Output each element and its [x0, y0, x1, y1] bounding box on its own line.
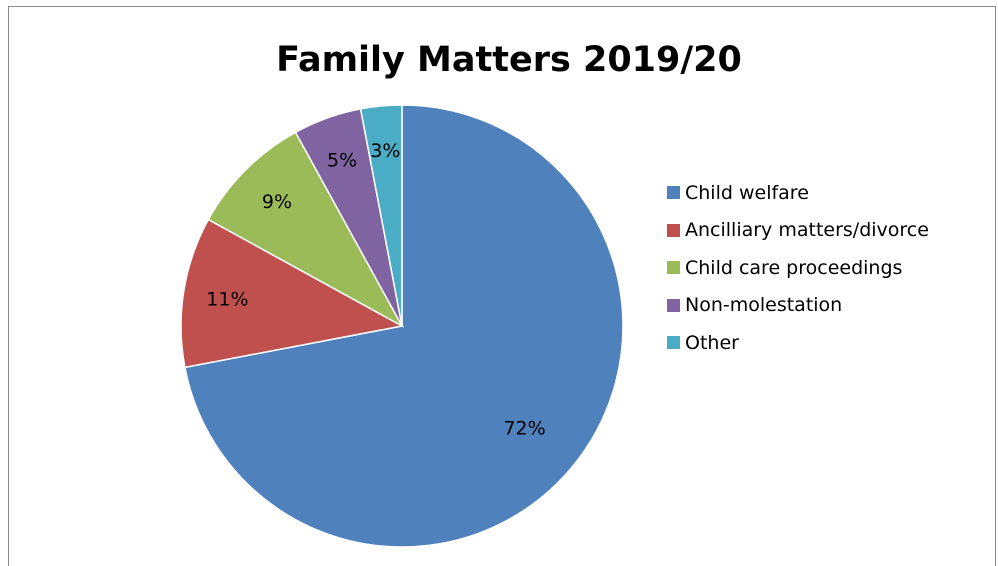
legend-swatch: [667, 186, 680, 200]
legend-swatch: [667, 336, 680, 350]
pie-slice-child-care-proceedings: [207, 131, 404, 328]
legend-label: Ancilliary matters/divorce: [685, 219, 929, 242]
legend-item-child-welfare: Child welfare: [667, 174, 929, 212]
legend-item-non-molestation: Non-molestation: [667, 287, 929, 325]
legend-item-ancilliary-matters: Ancilliary matters/divorce: [667, 212, 929, 250]
legend-item-child-care-proceedings: Child care proceedings: [667, 249, 929, 287]
data-label-other: 3%: [370, 140, 400, 162]
chart-legend: Child welfare Ancilliary matters/divorce…: [667, 174, 929, 362]
chart-title: Family Matters 2019/20: [276, 40, 742, 80]
legend-label: Other: [685, 331, 739, 354]
legend-label: Non-molestation: [685, 294, 843, 317]
legend-swatch: [667, 298, 680, 312]
pie-slice-ancilliary-matters-divorce: [180, 218, 405, 369]
legend-item-other: Other: [667, 324, 929, 362]
pie-slice-other: [359, 104, 403, 327]
data-label-non-molestation: 5%: [327, 150, 357, 172]
data-label-ancilliary-matters-divorce: 11%: [206, 288, 248, 310]
pie-slice-child-welfare: [184, 104, 624, 548]
legend-swatch: [667, 261, 680, 275]
legend-label: Child welfare: [685, 181, 809, 204]
data-label-child-welfare: 72%: [503, 417, 545, 439]
legend-swatch: [667, 223, 680, 237]
legend-label: Child care proceedings: [685, 256, 903, 279]
data-label-child-care-proceedings: 9%: [262, 191, 292, 213]
